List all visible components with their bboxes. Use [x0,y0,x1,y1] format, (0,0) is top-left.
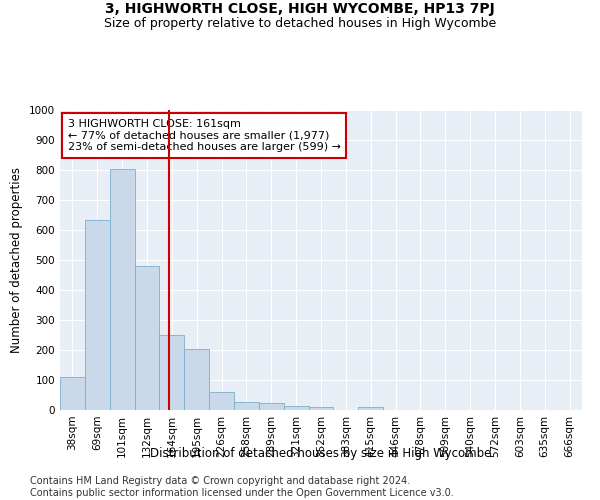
Text: Size of property relative to detached houses in High Wycombe: Size of property relative to detached ho… [104,18,496,30]
Bar [85,220,110,410]
Bar [134,266,160,410]
Bar [308,407,334,410]
Bar [259,404,284,410]
Bar [110,168,134,410]
Bar [60,377,85,410]
Text: 3, HIGHWORTH CLOSE, HIGH WYCOMBE, HP13 7PJ: 3, HIGHWORTH CLOSE, HIGH WYCOMBE, HP13 7… [105,2,495,16]
Bar [160,335,184,410]
Bar [358,407,383,410]
Bar [184,348,209,410]
Bar [234,402,259,410]
Bar [284,406,308,410]
Text: Distribution of detached houses by size in High Wycombe: Distribution of detached houses by size … [151,448,491,460]
Text: 3 HIGHWORTH CLOSE: 161sqm
← 77% of detached houses are smaller (1,977)
23% of se: 3 HIGHWORTH CLOSE: 161sqm ← 77% of detac… [68,119,341,152]
Text: Contains HM Land Registry data © Crown copyright and database right 2024.
Contai: Contains HM Land Registry data © Crown c… [30,476,454,498]
Bar [209,392,234,410]
Y-axis label: Number of detached properties: Number of detached properties [10,167,23,353]
